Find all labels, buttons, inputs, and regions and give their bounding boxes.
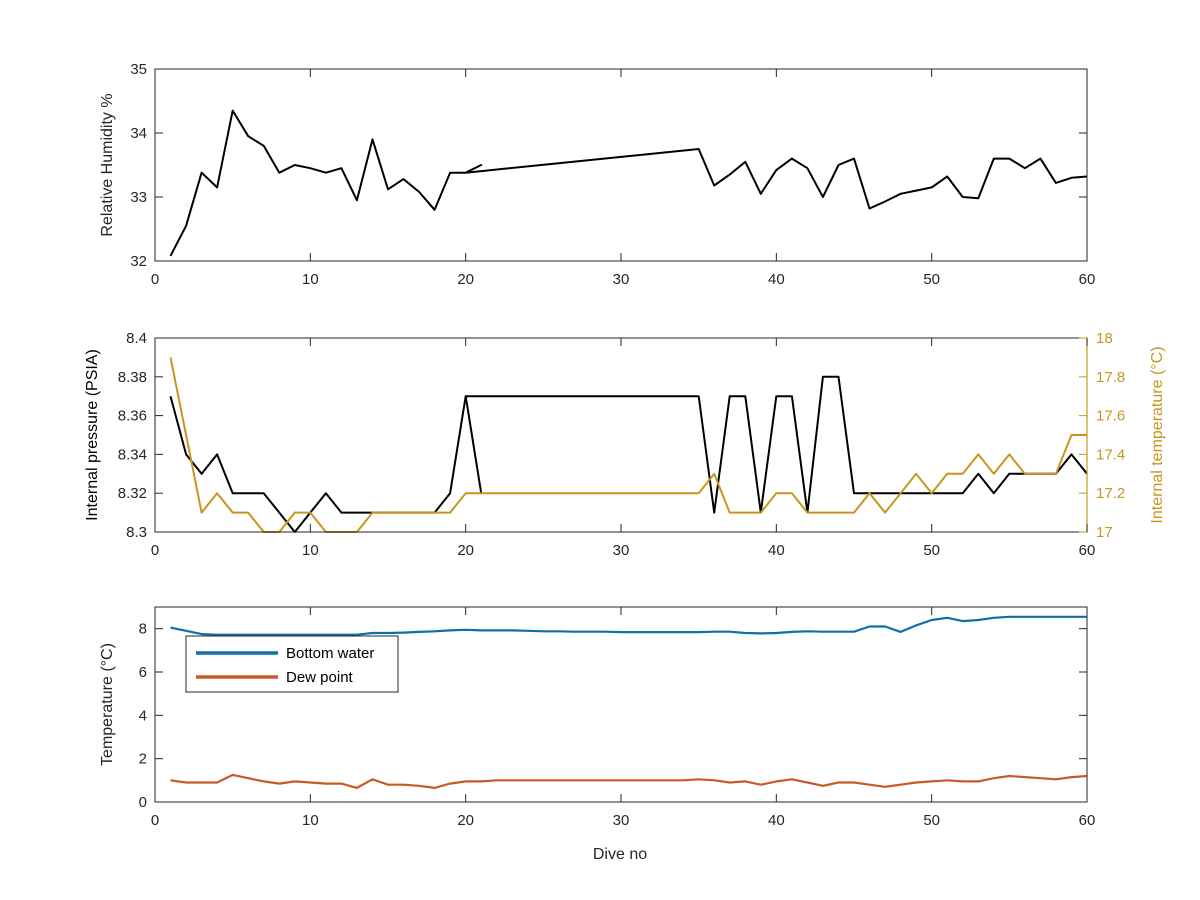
y-tick-label: 4: [139, 707, 147, 724]
series-line-1-1: [169, 357, 1087, 533]
series-line-2-0: [170, 615, 1087, 636]
x-tick-label: 60: [1079, 812, 1096, 829]
x-tick-label: 20: [457, 542, 474, 559]
y-tick-label: 34: [130, 125, 147, 142]
y-tick-label: 8.38: [118, 369, 147, 386]
x-tick-label: 0: [151, 812, 159, 829]
x-tick-label: 40: [768, 271, 785, 288]
x-tick-label: 0: [151, 271, 159, 288]
x-tick-label: 60: [1079, 271, 1096, 288]
x-axis-label: Dive no: [593, 846, 647, 863]
x-tick-label: 30: [613, 271, 630, 288]
y-axis-label: Relative Humidity %: [99, 93, 116, 236]
y-tick-label: 0: [139, 794, 147, 811]
y-tick-label: 8.32: [118, 485, 147, 502]
y-tick-label: 35: [130, 61, 147, 78]
y-tick-label: 8.4: [126, 330, 147, 347]
legend-label: Bottom water: [286, 645, 374, 662]
x-tick-label: 0: [151, 542, 159, 559]
x-tick-label: 20: [457, 812, 474, 829]
y-tick-label: 32: [130, 253, 147, 270]
legend-box: [185, 635, 399, 693]
y-tick-label: 6: [139, 664, 147, 681]
y2-tick-label: 18: [1096, 330, 1113, 347]
x-tick-label: 40: [768, 812, 785, 829]
y-tick-label: 8.3: [126, 524, 147, 541]
y2-tick-label: 17.6: [1096, 408, 1125, 425]
y-tick-label: 8: [139, 621, 147, 638]
series-line-2-1: [170, 773, 1088, 790]
x-tick-label: 60: [1079, 542, 1096, 559]
series-line-0-0: [169, 109, 1088, 257]
x-tick-label: 50: [923, 542, 940, 559]
x-tick-label: 10: [302, 271, 319, 288]
legend-label: Dew point: [286, 669, 354, 686]
series-line-1-0: [169, 375, 1088, 533]
x-tick-label: 10: [302, 812, 319, 829]
x-tick-label: 50: [923, 271, 940, 288]
y-tick-label: 8.34: [118, 446, 147, 463]
x-tick-label: 50: [923, 812, 940, 829]
y-axis-label: Internal pressure (PSIA): [84, 349, 101, 521]
x-tick-label: 20: [457, 271, 474, 288]
x-tick-label: 40: [768, 542, 785, 559]
y2-tick-label: 17.4: [1096, 446, 1125, 463]
y2-tick-label: 17.2: [1096, 485, 1125, 502]
pressure-temperature-panel: 0 10 20 30 40 50 60 8.3 8.32 8.34 8.36 8.38 8.4 17 17.…: [84, 330, 1166, 559]
humidity-panel: 0 10 20 30 40 50 60 32 33 34 35 Relative Humidity %: [99, 61, 1095, 288]
y-tick-label: 2: [139, 751, 147, 768]
y2-tick-label: 17.8: [1096, 369, 1125, 386]
x-tick-label: 10: [302, 542, 319, 559]
x-tick-label: 30: [613, 812, 630, 829]
x-tick-label: 30: [613, 542, 630, 559]
y2-tick-label: 17: [1096, 524, 1113, 541]
y-tick-label: 8.36: [118, 408, 147, 425]
legend: Bottom water Dew point: [185, 635, 399, 693]
y2-axis-label: Internal temperature (°C): [1149, 346, 1166, 523]
y-tick-label: 33: [130, 189, 147, 206]
y-axis-label: Temperature (°C): [99, 643, 116, 766]
water-dewpoint-panel: 0 10 20 30 40 50 60 0 2 4 6 8 Temperature (°C) Bottom…: [99, 606, 1096, 829]
